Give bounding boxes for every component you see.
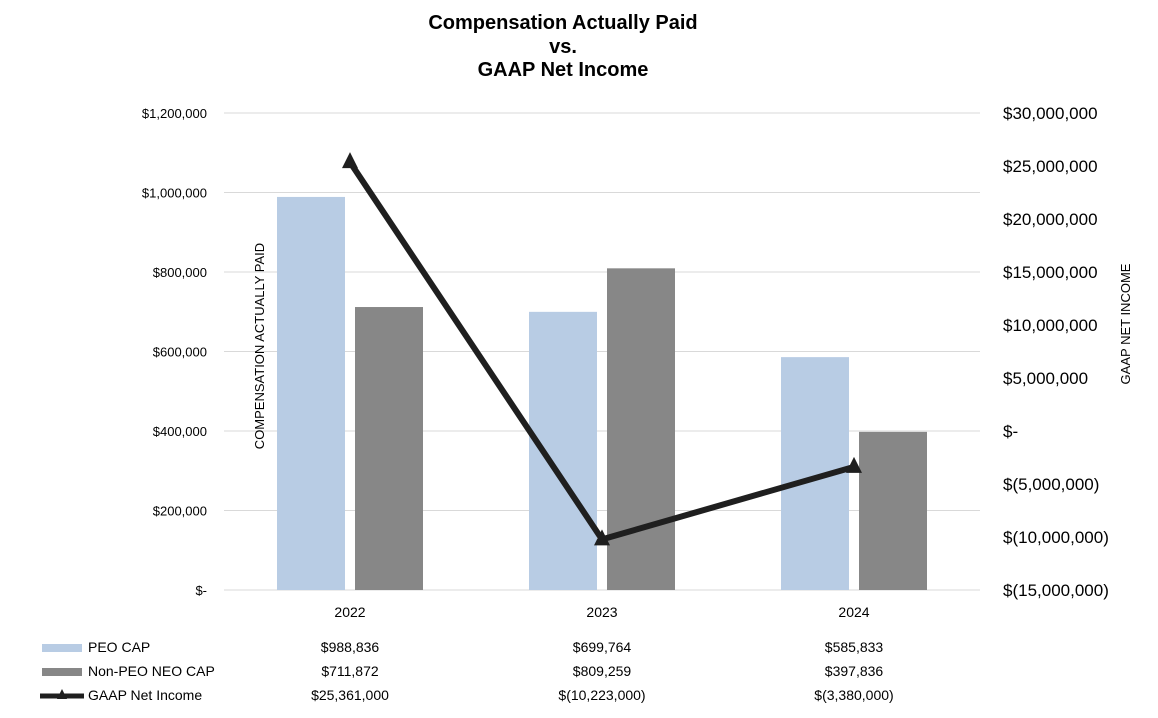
legend-swatch [42, 644, 82, 652]
right-tick-label: $10,000,000 [1003, 316, 1098, 335]
category-labels: 2022 2023 2024 [334, 604, 869, 620]
chart-title-line-1: Compensation Actually Paid [428, 12, 697, 34]
right-tick-label: $5,000,000 [1003, 369, 1088, 388]
right-tick-label: $30,000,000 [1003, 104, 1098, 123]
right-tick-label: $15,000,000 [1003, 263, 1098, 282]
right-axis-label: GAAP NET INCOME [1118, 263, 1133, 384]
bar-non-peo-neo-cap-2023 [607, 268, 675, 590]
left-tick-label: $1,000,000 [142, 186, 207, 201]
left-tick-label: $400,000 [153, 424, 207, 439]
gridlines [224, 112, 980, 591]
legend-marker [57, 689, 67, 699]
net-income-line-path [347, 160, 855, 543]
table-value: $397,836 [825, 663, 884, 679]
table-value: $988,836 [321, 639, 380, 655]
bar-non-peo-neo-cap-2024 [859, 431, 927, 590]
bar-non-peo-neo-cap-2022 [355, 307, 423, 590]
right-tick-label: $(5,000,000) [1003, 475, 1099, 494]
table-value: $699,764 [573, 639, 632, 655]
category-label: 2022 [334, 604, 365, 620]
table-value: $711,872 [321, 663, 379, 679]
net-income-point-2024 [846, 456, 862, 473]
legend-swatch [42, 668, 82, 676]
table-value: $25,361,000 [311, 687, 389, 703]
chart-title-line-3: GAAP Net Income [478, 59, 649, 81]
right-axis-ticks: $(15,000,000) $(10,000,000) $(5,000,000) $-… [1003, 104, 1109, 600]
chart-title-line-2: vs. [549, 36, 577, 58]
table-value: $(3,380,000) [814, 687, 893, 703]
net-income-point-2022 [342, 152, 358, 169]
right-tick-label: $(10,000,000) [1003, 528, 1109, 547]
bar-peo-cap-2023 [529, 311, 597, 590]
left-tick-label: $1,200,000 [142, 106, 207, 121]
left-tick-label: $200,000 [153, 504, 207, 519]
table-value: $809,259 [573, 663, 632, 679]
data-table: PEO CAP $988,836 $699,764 $585,833 Non-PEO N… [40, 639, 894, 703]
table-value: $(10,223,000) [558, 687, 645, 703]
bar-series [277, 196, 927, 590]
net-income-line [342, 152, 862, 546]
legend-label: GAAP Net Income [88, 687, 202, 703]
category-label: 2024 [838, 604, 869, 620]
left-tick-label: $- [195, 583, 207, 598]
left-axis-ticks: $- $200,000 $400,000 $600,000 $800,000 $1,000… [142, 106, 207, 598]
left-tick-label: $800,000 [153, 265, 207, 280]
right-tick-label: $20,000,000 [1003, 210, 1098, 229]
legend-label: PEO CAP [88, 639, 150, 655]
chart-title: Compensation Actually Paid vs. GAAP Net … [428, 12, 697, 81]
table-value: $585,833 [825, 639, 884, 655]
left-tick-label: $600,000 [153, 345, 207, 360]
category-label: 2023 [586, 604, 617, 620]
left-axis-label: COMPENSATION ACTUALLY PAID [252, 243, 267, 449]
right-tick-label: $- [1003, 422, 1018, 441]
right-tick-label: $25,000,000 [1003, 157, 1098, 176]
right-tick-label: $(15,000,000) [1003, 581, 1109, 600]
legend-label: Non-PEO NEO CAP [88, 663, 215, 679]
bar-peo-cap-2022 [277, 196, 345, 590]
net-income-point-2023 [594, 529, 610, 546]
